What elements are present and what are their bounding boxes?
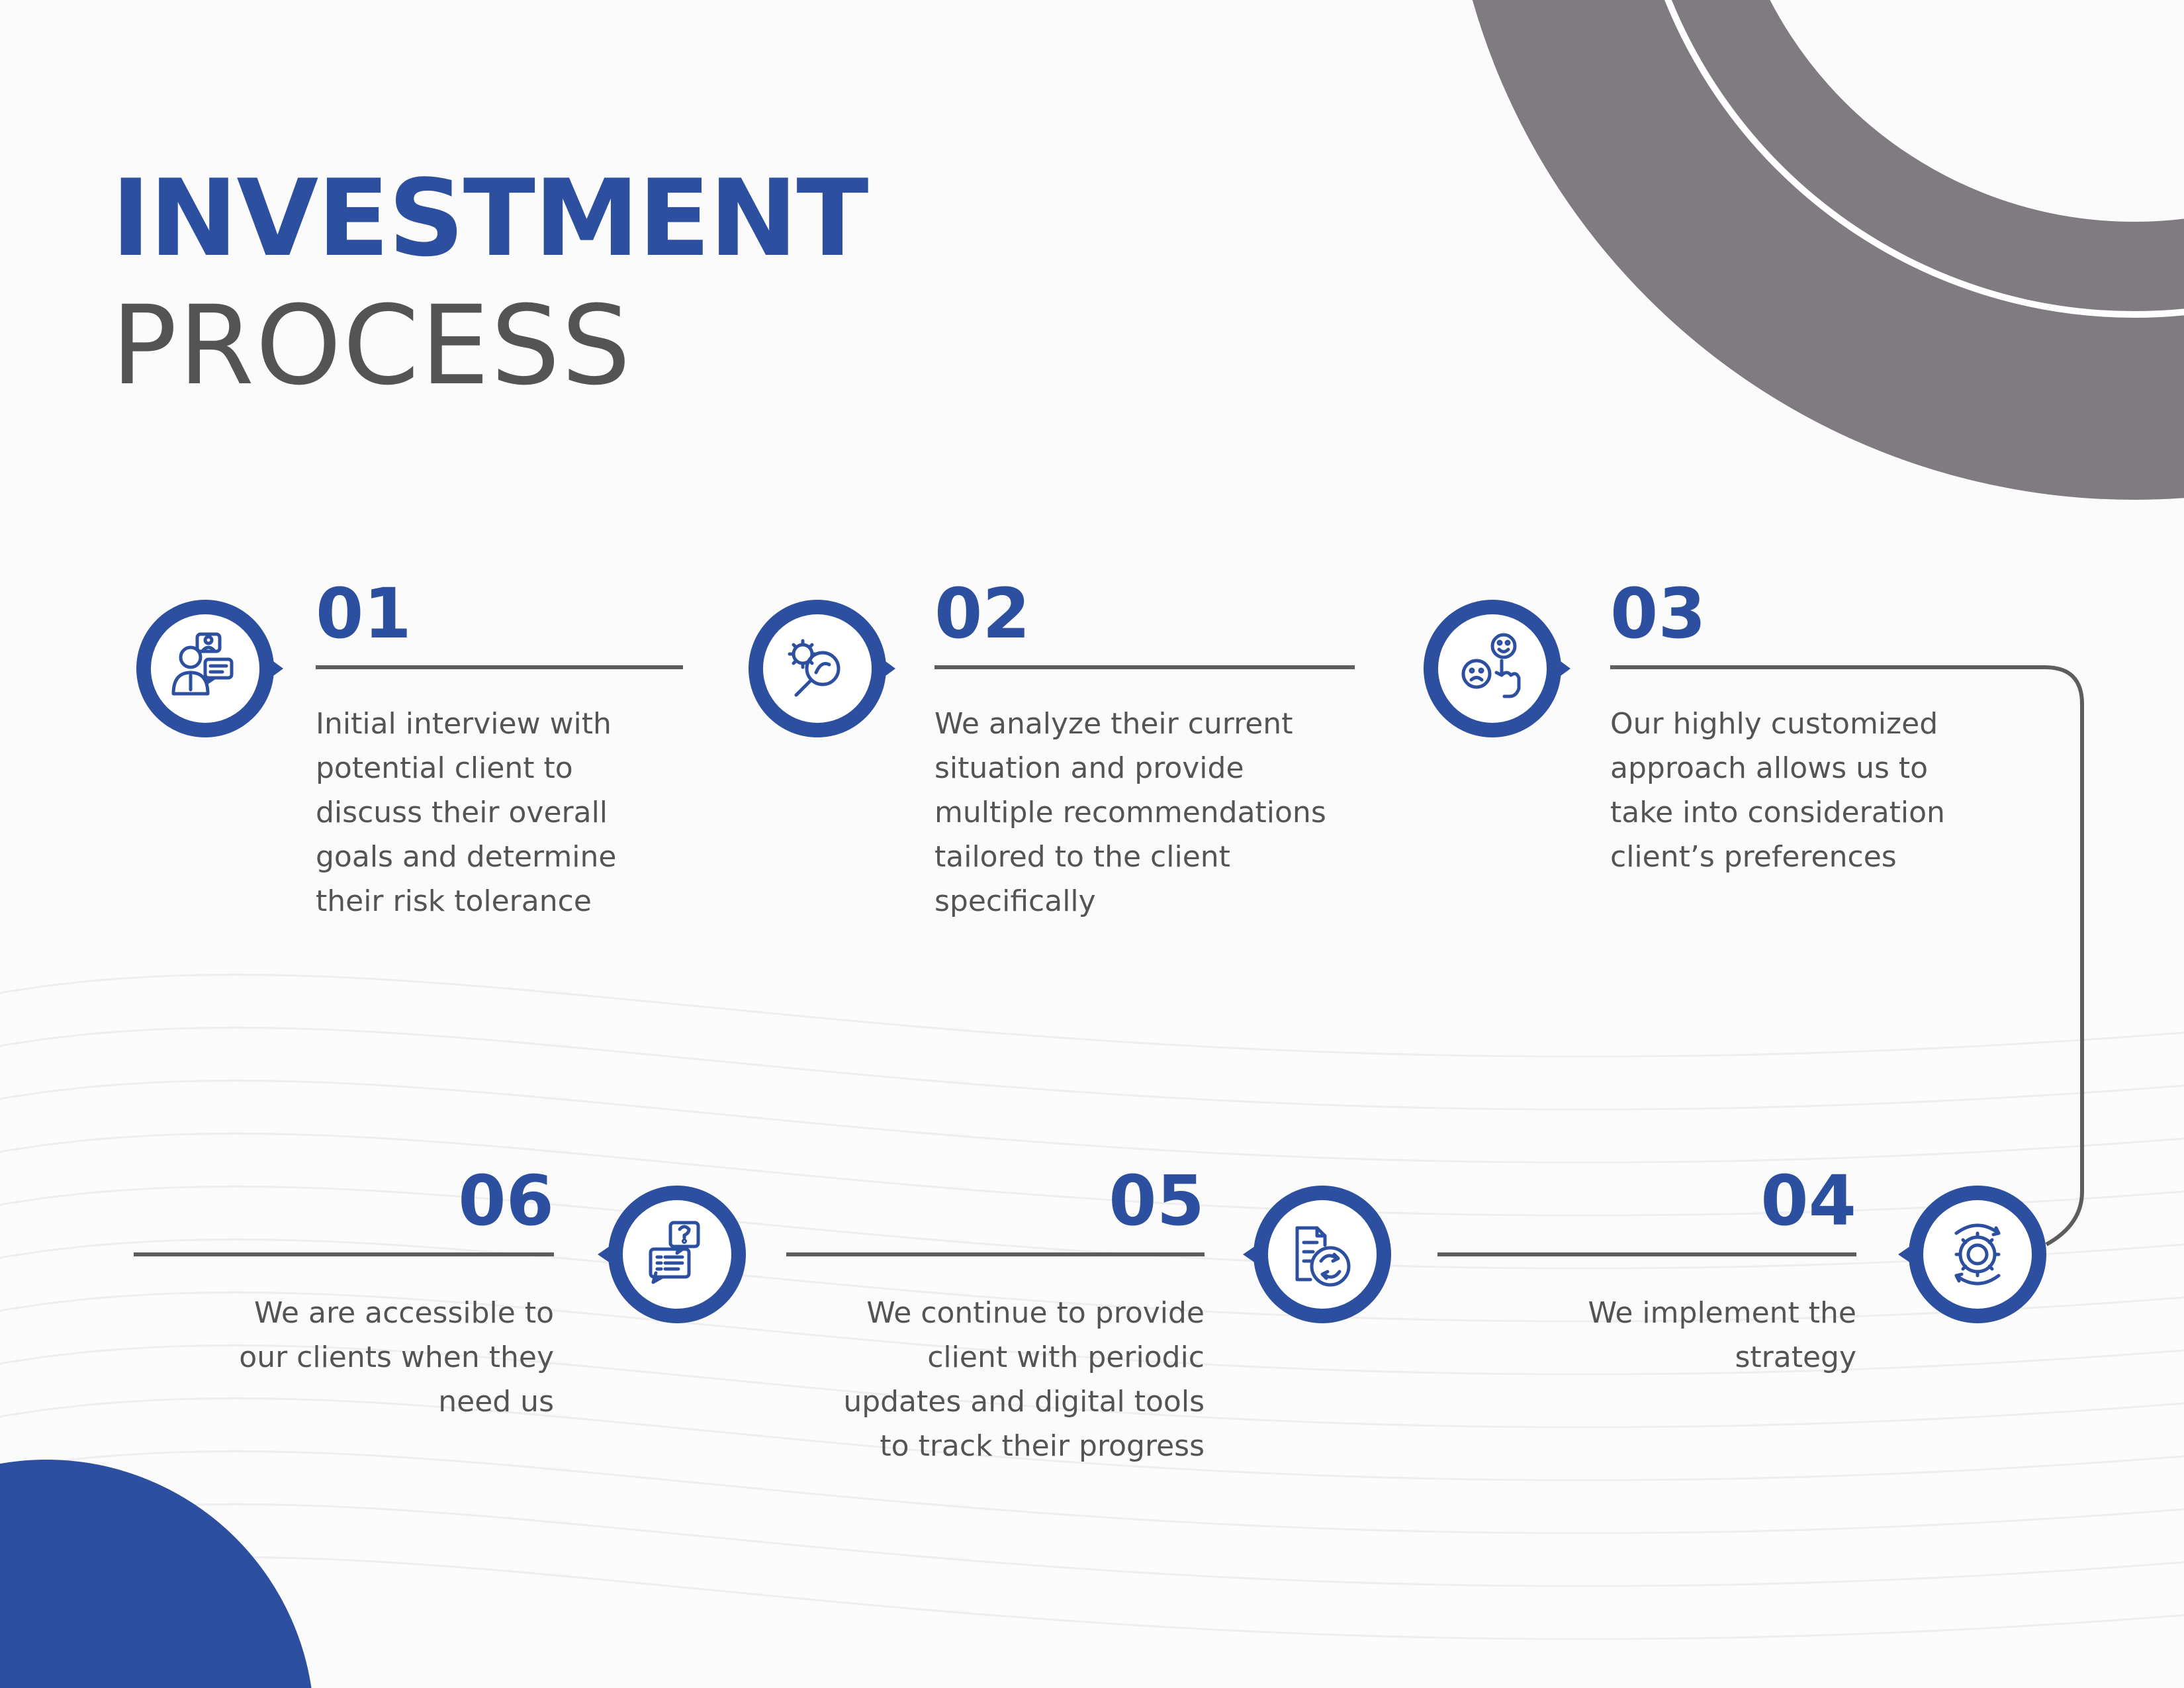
step-05-line: updates and digital tools bbox=[843, 1385, 1205, 1419]
step-02-number: 02 bbox=[934, 573, 1030, 654]
step-01-line: goals and determine bbox=[316, 840, 617, 874]
analysis-magnifier-gear-icon bbox=[749, 600, 895, 737]
step-03-line: Our highly customized bbox=[1610, 707, 1938, 741]
step-04-badge bbox=[1873, 1162, 2058, 1347]
step-02-line: specifically bbox=[934, 884, 1096, 918]
step-05-line: client with periodic bbox=[927, 1340, 1205, 1374]
step-04-description: We implement the strategy bbox=[1588, 1291, 1856, 1380]
step-01-line: potential client to bbox=[316, 751, 573, 785]
support-chat-question-icon bbox=[598, 1186, 746, 1323]
bottom-left-blue-circle bbox=[0, 1460, 312, 1688]
step-04-line: strategy bbox=[1735, 1340, 1856, 1374]
step-03-line: approach allows us to bbox=[1610, 751, 1929, 785]
step-02-line: We analyze their current bbox=[934, 707, 1293, 741]
preferences-faces-hand-icon bbox=[1424, 600, 1570, 737]
step-01-divider bbox=[316, 665, 683, 669]
step-03-line: client’s preferences bbox=[1610, 840, 1897, 874]
top-right-white-arc-line bbox=[1664, 0, 2184, 318]
step-05-badge bbox=[1218, 1162, 1403, 1347]
strategy-gear-cycle-icon bbox=[1898, 1186, 2046, 1323]
top-right-gray-arc bbox=[1472, 0, 2184, 500]
step-01-line: discuss their overall bbox=[316, 796, 608, 829]
step-05-divider bbox=[786, 1252, 1205, 1256]
step-02-divider bbox=[934, 665, 1355, 669]
step-05-number: 05 bbox=[1109, 1160, 1205, 1241]
consultation-people-icon bbox=[136, 600, 283, 737]
step-01-badge bbox=[106, 576, 291, 761]
process-connector-line bbox=[1979, 665, 2084, 1246]
step-03-number: 03 bbox=[1610, 573, 1706, 654]
title-investment: INVESTMENT bbox=[111, 156, 868, 280]
step-06-line: need us bbox=[438, 1385, 554, 1419]
step-03-line: take into consideration bbox=[1610, 796, 1945, 829]
step-01-description: Initial interview with potential client … bbox=[316, 702, 616, 923]
step-04-divider bbox=[1437, 1252, 1856, 1256]
step-02-line: tailored to the client bbox=[934, 840, 1230, 874]
step-05-line: to track their progress bbox=[880, 1429, 1205, 1463]
step-03-divider bbox=[1610, 665, 1981, 669]
step-06-number: 06 bbox=[458, 1160, 554, 1241]
title-process: PROCESS bbox=[111, 282, 632, 409]
step-06-badge bbox=[572, 1162, 758, 1347]
step-06-line: our clients when they bbox=[239, 1340, 554, 1374]
step-01-line: Initial interview with bbox=[316, 707, 612, 741]
step-02-line: multiple recommendations bbox=[934, 796, 1326, 829]
step-06-divider bbox=[134, 1252, 554, 1256]
step-06-line: We are accessible to bbox=[254, 1296, 554, 1330]
step-03-description: Our highly customized approach allows us… bbox=[1610, 702, 1945, 879]
step-01-number: 01 bbox=[316, 573, 412, 654]
step-03-badge bbox=[1393, 576, 1578, 761]
step-06-description: We are accessible to our clients when th… bbox=[239, 1291, 554, 1424]
step-02-badge bbox=[718, 576, 903, 761]
step-04-line: We implement the bbox=[1588, 1296, 1856, 1330]
step-02-line: situation and provide bbox=[934, 751, 1244, 785]
step-04-number: 04 bbox=[1760, 1160, 1856, 1241]
step-02-description: We analyze their current situation and p… bbox=[934, 702, 1326, 923]
step-05-line: We continue to provide bbox=[866, 1296, 1205, 1330]
step-05-description: We continue to provide client with perio… bbox=[843, 1291, 1205, 1468]
document-refresh-icon bbox=[1243, 1186, 1391, 1323]
step-01-line: their risk tolerance bbox=[316, 884, 592, 918]
